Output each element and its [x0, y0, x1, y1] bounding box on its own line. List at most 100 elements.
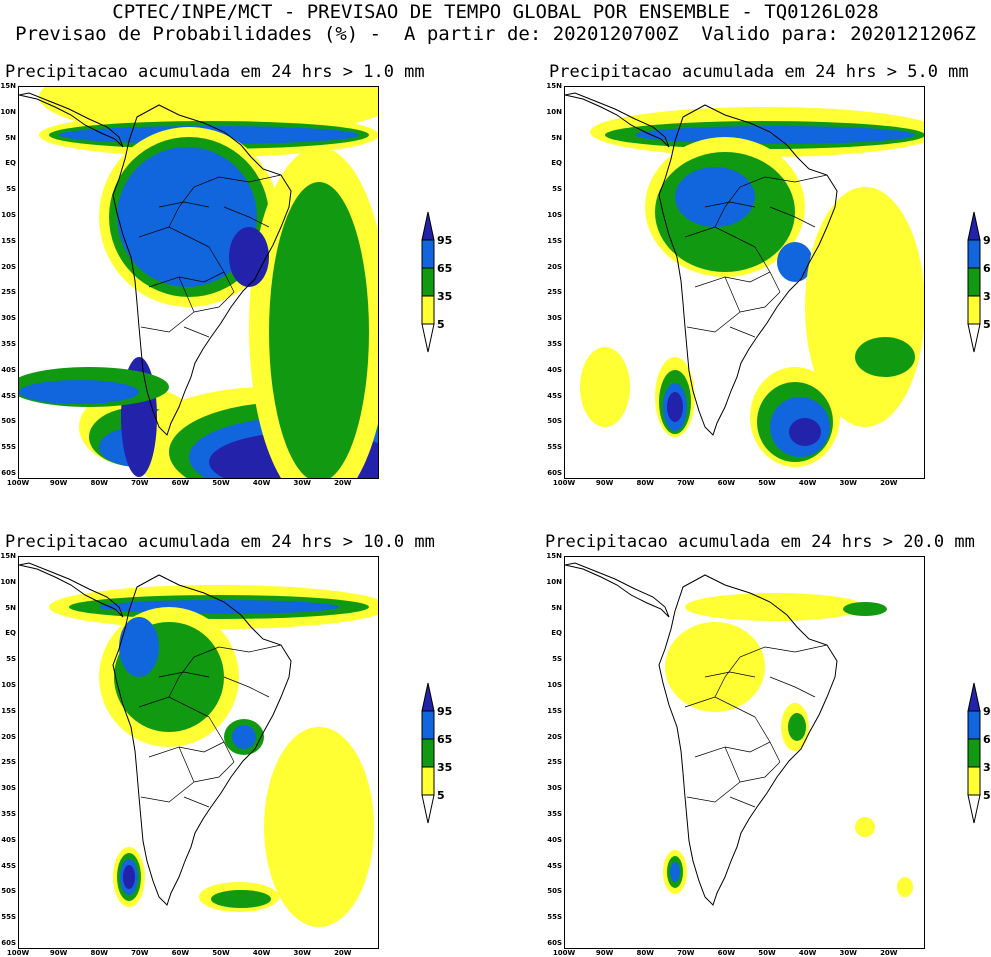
colorbar-level-label: 35: [437, 761, 453, 774]
lon-tick-label: 70W: [131, 479, 149, 487]
lat-tick-label: 15S: [547, 236, 562, 245]
probability-area: [119, 617, 159, 677]
lon-tick-label: 90W: [49, 949, 68, 957]
lat-tick-label: EQ: [551, 629, 562, 638]
country-border: [138, 696, 210, 718]
country-border: [684, 696, 756, 718]
lat-tick-label: 45S: [547, 391, 562, 400]
country-border: [724, 741, 771, 753]
lon-tick-label: 50W: [758, 479, 776, 487]
probability-area: [675, 167, 755, 227]
country-border: [218, 644, 282, 653]
lat-tick-label: 35S: [547, 340, 562, 348]
probability-map: [565, 562, 913, 906]
lon-tick-label: 30W: [839, 949, 857, 957]
country-border: [223, 676, 270, 698]
probability-area: [685, 593, 865, 621]
country-border: [223, 206, 270, 228]
lat-tick-label: 10S: [547, 211, 562, 219]
lat-tick-label: 15N: [0, 552, 16, 560]
country-border: [764, 174, 828, 183]
country-border: [148, 746, 195, 783]
header-line-1: CPTEC/INPE/MCT - PREVISAO DE TEMPO GLOBA…: [112, 1, 879, 23]
lat-tick-label: 15N: [546, 552, 562, 560]
south-america-outline: [658, 574, 838, 906]
lon-tick-label: 30W: [839, 479, 857, 487]
lat-tick-label: 5S: [552, 185, 562, 194]
lat-tick-label: 30S: [1, 314, 16, 323]
lon-tick-label: 40W: [798, 949, 817, 957]
country-border: [694, 276, 741, 313]
probability-area: [670, 862, 680, 882]
lat-tick-label: 50S: [547, 417, 562, 426]
probability-area: [99, 600, 339, 614]
colorbar: [421, 682, 435, 824]
country-border: [764, 644, 828, 653]
lon-tick-label: 90W: [595, 479, 614, 487]
lon-tick-label: 90W: [49, 479, 68, 487]
colorbar: [967, 682, 981, 824]
country-border: [729, 796, 756, 808]
lat-tick-label: 45S: [1, 861, 16, 870]
panel-4-map: [564, 556, 925, 949]
colorbar-level-label: 65: [983, 262, 991, 275]
lat-tick-label: 50S: [1, 417, 16, 426]
probability-area: [667, 392, 683, 422]
country-border: [684, 226, 756, 248]
colorbar-level-label: 95: [437, 705, 453, 718]
country-border: [769, 206, 816, 228]
lon-tick-label: 20W: [334, 949, 352, 957]
probability-area: [580, 347, 630, 427]
colorbar-level-label: 5: [983, 789, 991, 802]
central-america-outline: [19, 92, 124, 148]
colorbar: [967, 211, 981, 353]
lat-tick-label: 25S: [547, 288, 562, 297]
lat-tick-label: 5N: [5, 603, 16, 612]
lon-tick-label: 70W: [131, 949, 149, 957]
lat-tick-label: 15S: [1, 706, 16, 715]
country-border: [140, 781, 195, 803]
country-border: [178, 271, 225, 283]
country-border: [694, 746, 741, 783]
lat-tick-label: 40S: [547, 835, 562, 844]
lon-tick-label: 30W: [293, 479, 311, 487]
lat-tick-label: 60S: [1, 469, 16, 477]
lat-tick-label: 30S: [1, 784, 16, 793]
probability-area: [897, 877, 913, 897]
colorbar-level-label: 5: [437, 318, 445, 331]
panel-3-title: Precipitacao acumulada em 24 hrs > 10.0 …: [5, 532, 435, 552]
lat-tick-label: 55S: [547, 913, 562, 922]
country-border: [714, 646, 766, 698]
colorbar-level-label: 5: [437, 789, 445, 802]
lon-tick-label: 30W: [293, 949, 311, 957]
lat-tick-label: 55S: [547, 443, 562, 452]
lon-tick-label: 40W: [798, 479, 817, 487]
lon-tick-label: 60W: [171, 479, 190, 487]
colorbar-level-label: 35: [983, 290, 991, 303]
lon-tick-label: 50W: [758, 949, 776, 957]
lat-tick-label: EQ: [5, 629, 16, 638]
colorbar-level-label: 35: [983, 761, 991, 774]
lat-tick-label: 40S: [1, 365, 16, 374]
probability-area: [211, 890, 271, 908]
lat-tick-label: 5N: [551, 603, 562, 612]
country-border: [686, 781, 741, 803]
country-border: [769, 676, 816, 698]
lat-tick-label: 10N: [546, 107, 562, 116]
panel-1-map: [18, 86, 379, 479]
colorbar-level-label: 95: [983, 234, 991, 247]
country-border: [739, 761, 781, 783]
lat-tick-label: 50S: [1, 887, 16, 896]
lat-tick-label: 45S: [547, 861, 562, 870]
south-america-outline: [112, 574, 292, 906]
colorbar-level-label: 5: [983, 318, 991, 331]
panel-4-title: Precipitacao acumulada em 24 hrs > 20.0 …: [545, 532, 975, 552]
lat-tick-label: EQ: [5, 159, 16, 168]
lat-tick-label: 5S: [552, 655, 562, 664]
lat-tick-label: 20S: [1, 262, 16, 271]
lat-tick-label: 10S: [1, 681, 16, 689]
lat-tick-label: 5S: [6, 655, 16, 664]
probability-area: [117, 147, 257, 287]
probability-area: [19, 380, 139, 404]
lat-tick-label: 15S: [1, 236, 16, 245]
